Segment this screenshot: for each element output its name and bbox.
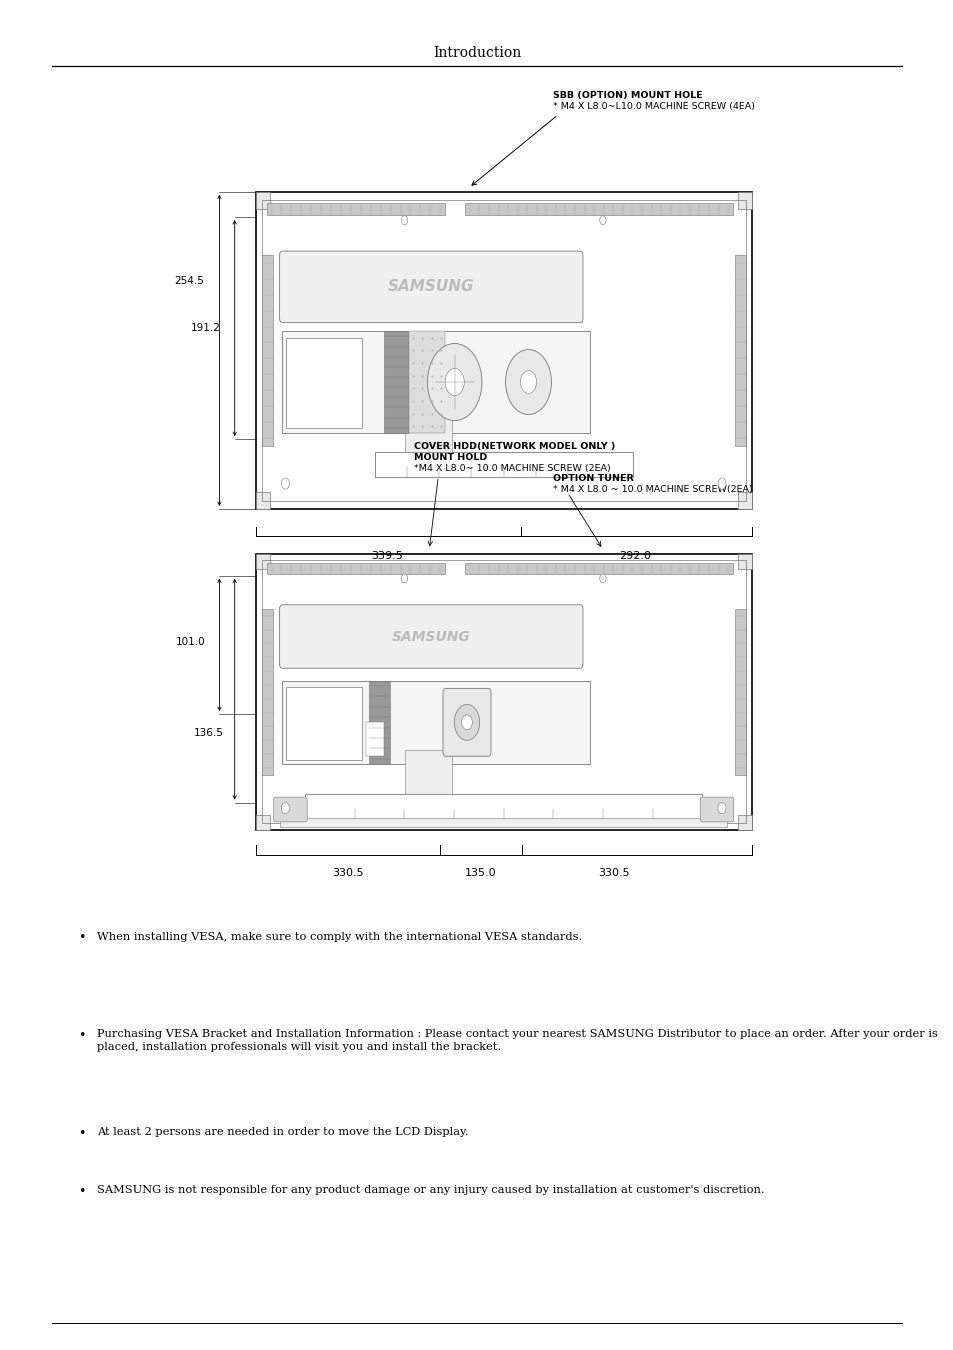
Bar: [280, 818, 726, 828]
Text: 101.0: 101.0: [175, 637, 205, 647]
Text: Purchasing VESA Bracket and Installation Information : Please contact your neare: Purchasing VESA Bracket and Installation…: [97, 1029, 937, 1052]
Text: SAMSUNG is not responsible for any product damage or any injury caused by instal: SAMSUNG is not responsible for any produ…: [97, 1185, 764, 1195]
Bar: [266, 202, 445, 215]
Circle shape: [401, 574, 407, 583]
Bar: [261, 609, 273, 775]
Text: SAMSUNG: SAMSUNG: [392, 629, 470, 644]
Bar: [737, 192, 751, 209]
Bar: [255, 491, 270, 509]
FancyBboxPatch shape: [279, 605, 582, 668]
Text: •: •: [78, 1185, 86, 1199]
Circle shape: [599, 216, 605, 224]
Text: 339.5: 339.5: [371, 551, 402, 560]
Bar: [261, 255, 273, 446]
Text: •: •: [78, 931, 86, 945]
Bar: [365, 722, 383, 756]
Text: •: •: [78, 1127, 86, 1141]
Bar: [255, 554, 270, 568]
Bar: [405, 417, 451, 452]
Text: At least 2 persons are needed in order to move the LCD Display.: At least 2 persons are needed in order t…: [97, 1127, 469, 1137]
Bar: [737, 554, 751, 568]
Text: OPTION TUNER: OPTION TUNER: [553, 474, 634, 483]
Bar: [255, 192, 751, 509]
Circle shape: [718, 478, 725, 489]
Bar: [255, 815, 270, 830]
FancyBboxPatch shape: [700, 796, 733, 822]
Bar: [375, 452, 632, 478]
Text: *M4 X L8.0~ 10.0 MACHINE SCREW (2EA): *M4 X L8.0~ 10.0 MACHINE SCREW (2EA): [414, 463, 611, 472]
FancyBboxPatch shape: [274, 796, 307, 822]
Text: 135.0: 135.0: [465, 868, 497, 878]
Circle shape: [454, 705, 479, 740]
Circle shape: [520, 371, 536, 393]
FancyBboxPatch shape: [279, 251, 582, 323]
Bar: [255, 192, 270, 209]
Circle shape: [461, 716, 472, 730]
Bar: [282, 680, 589, 764]
Bar: [255, 554, 751, 830]
Circle shape: [281, 478, 289, 489]
Text: 191.2: 191.2: [191, 323, 220, 333]
Text: MOUNT HOLD: MOUNT HOLD: [414, 452, 487, 462]
Bar: [285, 687, 362, 760]
Text: COVER HDD(NETWORK MODEL ONLY ): COVER HDD(NETWORK MODEL ONLY ): [414, 441, 615, 451]
Bar: [282, 331, 589, 433]
Bar: [734, 255, 745, 446]
Bar: [261, 200, 745, 501]
Bar: [305, 794, 701, 819]
Bar: [464, 563, 732, 574]
Text: 136.5: 136.5: [193, 729, 223, 738]
Bar: [285, 339, 362, 428]
Circle shape: [505, 350, 551, 414]
Bar: [737, 815, 751, 830]
Text: 330.5: 330.5: [332, 868, 363, 878]
Text: SAMSUNG: SAMSUNG: [388, 279, 474, 294]
Bar: [383, 331, 408, 433]
Bar: [408, 331, 445, 433]
Text: 330.5: 330.5: [598, 868, 630, 878]
Text: Introduction: Introduction: [433, 46, 520, 59]
Text: 292.0: 292.0: [618, 551, 651, 560]
Bar: [266, 563, 445, 574]
Bar: [464, 202, 732, 215]
Text: * M4 X L8.0 ~ 10.0 MACHINE SCREW(2EA): * M4 X L8.0 ~ 10.0 MACHINE SCREW(2EA): [553, 485, 752, 494]
Circle shape: [427, 343, 481, 421]
Circle shape: [599, 574, 605, 583]
Circle shape: [401, 216, 407, 224]
Bar: [261, 560, 745, 824]
Circle shape: [281, 802, 289, 814]
Bar: [734, 609, 745, 775]
Text: When installing VESA, make sure to comply with the international VESA standards.: When installing VESA, make sure to compl…: [97, 931, 582, 941]
Bar: [737, 491, 751, 509]
Circle shape: [445, 369, 464, 396]
FancyBboxPatch shape: [442, 688, 491, 756]
Text: * M4 X L8.0~L10.0 MACHINE SCREW (4EA): * M4 X L8.0~L10.0 MACHINE SCREW (4EA): [553, 101, 755, 111]
Text: 254.5: 254.5: [174, 275, 204, 286]
Text: •: •: [78, 1029, 86, 1042]
Bar: [405, 751, 451, 794]
Text: SBB (OPTION) MOUNT HOLE: SBB (OPTION) MOUNT HOLE: [553, 90, 702, 100]
Circle shape: [718, 802, 725, 814]
Bar: [368, 680, 390, 764]
